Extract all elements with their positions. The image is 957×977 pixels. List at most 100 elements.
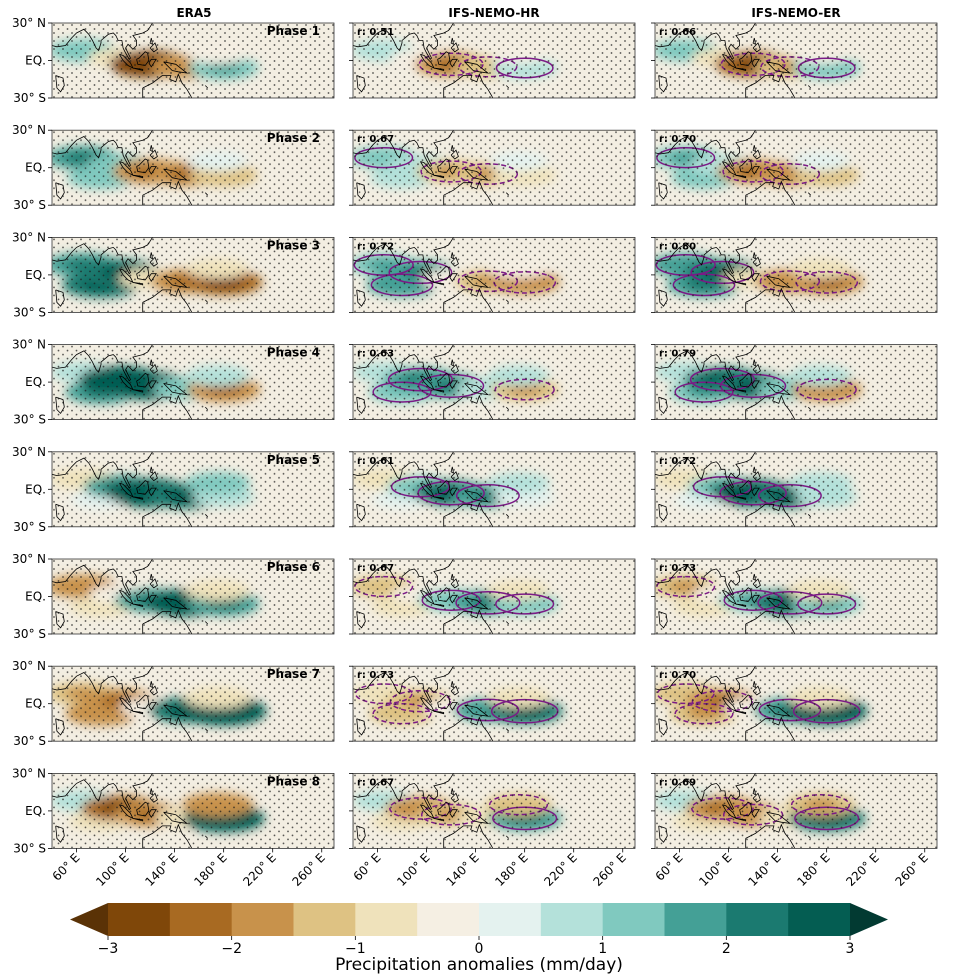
coastline <box>353 773 509 849</box>
y-tick-label: EQ. <box>25 482 46 496</box>
y-tick-label: 30° N <box>12 552 46 566</box>
x-tick-label: 60° E <box>50 851 83 884</box>
map-panel: Phase 4 30° N EQ. 30° S <box>12 338 335 427</box>
coastline <box>52 451 208 527</box>
y-tick-label: EQ. <box>25 590 46 604</box>
correlation-label: r: 0.73 <box>659 563 696 574</box>
y-tick-label: 30° N <box>12 16 46 30</box>
y-tick-label: EQ. <box>25 268 46 282</box>
map-panel: Phase 8 30° N EQ. 30° S <box>12 766 335 855</box>
y-tick-label: 30° S <box>13 627 46 641</box>
correlation-label: r: 0.61 <box>357 456 394 467</box>
significance-stippling <box>353 237 635 313</box>
coastline <box>353 237 509 313</box>
significance-stippling <box>52 23 334 98</box>
x-tick-label: 180° E <box>191 851 229 889</box>
significance-stippling <box>52 559 334 634</box>
map-panel: r: 0.70 <box>651 665 938 742</box>
x-tick-label: 260° E <box>289 851 327 889</box>
coastline <box>655 666 811 742</box>
y-tick-label: 30° N <box>12 659 46 673</box>
correlation-label: r: 0.72 <box>357 241 394 252</box>
phase-label: Phase 4 <box>267 346 320 360</box>
significance-stippling <box>353 559 635 634</box>
significance-stippling <box>655 451 937 527</box>
significance-stippling <box>52 666 334 742</box>
correlation-label: r: 0.79 <box>659 349 696 360</box>
coastline <box>52 666 208 742</box>
x-tick-label: 60° E <box>351 851 384 884</box>
correlation-label: r: 0.80 <box>659 241 696 252</box>
map-panel: r: 0.69 <box>651 773 938 849</box>
coastline <box>655 773 811 849</box>
x-tick-label: 220° E <box>240 851 278 889</box>
x-tick-label: 140° E <box>443 851 481 889</box>
significance-stippling <box>52 773 334 849</box>
y-tick-label: 30° S <box>13 91 46 105</box>
colorbar-tick-label: −1 <box>345 941 366 957</box>
y-tick-label: EQ. <box>25 161 46 175</box>
x-tick-label: 180° E <box>492 851 530 889</box>
correlation-label: r: 0.70 <box>659 670 696 681</box>
y-tick-label: EQ. <box>25 375 46 389</box>
coastline <box>655 344 811 420</box>
y-tick-label: EQ. <box>25 804 46 818</box>
phase-label: Phase 6 <box>267 560 320 574</box>
colorbar-bin <box>788 903 851 936</box>
y-tick-label: 30° S <box>13 305 46 319</box>
x-tick-label: 100° E <box>696 851 734 889</box>
panel-title-ifs-nemo-er: IFS-NEMO-ER <box>751 6 840 20</box>
map-panel: r: 0.80 <box>651 236 938 313</box>
colorbar-tick-label: −3 <box>98 941 119 957</box>
coastline <box>353 344 509 420</box>
panel-title-era5: ERA5 <box>176 6 211 20</box>
map-panel: r: 0.67 <box>349 129 636 206</box>
y-tick-label: 30° S <box>13 734 46 748</box>
map-panel: r: 0.61 <box>349 451 636 528</box>
coastline <box>353 451 509 527</box>
colorbar-bin <box>540 903 604 936</box>
phase-label: Phase 8 <box>267 774 320 788</box>
colorbar-bin <box>355 903 418 936</box>
map-panel: Phase 2 30° N EQ. 30° S <box>12 123 335 212</box>
x-tick-label: 260° E <box>892 851 930 889</box>
correlation-label: r: 0.73 <box>357 670 394 681</box>
coastline <box>52 237 208 313</box>
map-panel: r: 0.73 <box>651 558 938 635</box>
y-tick-label: 30° N <box>12 766 46 780</box>
map-panel: Phase 5 30° N EQ. 30° S <box>12 445 335 534</box>
significance-stippling <box>353 773 635 849</box>
y-tick-label: 30° S <box>13 841 46 855</box>
coastline <box>655 559 811 634</box>
y-tick-label: 30° N <box>12 123 46 137</box>
colorbar-tick-label: −2 <box>221 941 242 957</box>
x-tick-label: 100° E <box>394 851 432 889</box>
x-tick-label: 220° E <box>541 851 579 889</box>
significance-stippling <box>353 666 635 742</box>
y-tick-label: 30° S <box>13 413 46 427</box>
significance-stippling <box>353 130 635 206</box>
correlation-label: r: 0.67 <box>357 777 394 788</box>
map-panel: r: 0.72 <box>349 236 636 313</box>
colorbar-tick-label: 1 <box>598 941 607 957</box>
significance-stippling <box>353 451 635 527</box>
significance-stippling <box>52 130 334 206</box>
colorbar-bin <box>726 903 789 936</box>
significance-stippling <box>655 559 937 634</box>
phase-label: Phase 3 <box>267 238 320 252</box>
map-panel: Phase 7 30° N EQ. 30° S <box>12 659 335 748</box>
colorbar-bin <box>479 903 542 936</box>
map-panel: r: 0.67 <box>349 558 636 635</box>
colorbar-tick-label: 2 <box>722 941 731 957</box>
significance-stippling <box>52 344 334 420</box>
coastline <box>52 773 208 849</box>
significance-stippling <box>655 344 937 420</box>
y-tick-label: EQ. <box>25 697 46 711</box>
coastline <box>353 130 509 206</box>
significance-stippling <box>353 344 635 420</box>
coastline <box>353 559 509 634</box>
phase-label: Phase 7 <box>267 667 320 681</box>
colorbar-bin <box>602 903 665 936</box>
x-axis-labels: 60° E 100° E 140° E 180° E 220° E 260° E 60° E… <box>50 848 931 889</box>
